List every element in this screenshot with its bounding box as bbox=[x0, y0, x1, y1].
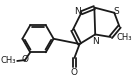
Text: N: N bbox=[75, 7, 81, 16]
Text: S: S bbox=[113, 7, 119, 16]
Text: N: N bbox=[92, 37, 99, 46]
Text: CH₃: CH₃ bbox=[117, 33, 132, 42]
Text: O: O bbox=[71, 68, 78, 77]
Text: CH₃: CH₃ bbox=[1, 56, 16, 65]
Text: O: O bbox=[22, 55, 29, 64]
